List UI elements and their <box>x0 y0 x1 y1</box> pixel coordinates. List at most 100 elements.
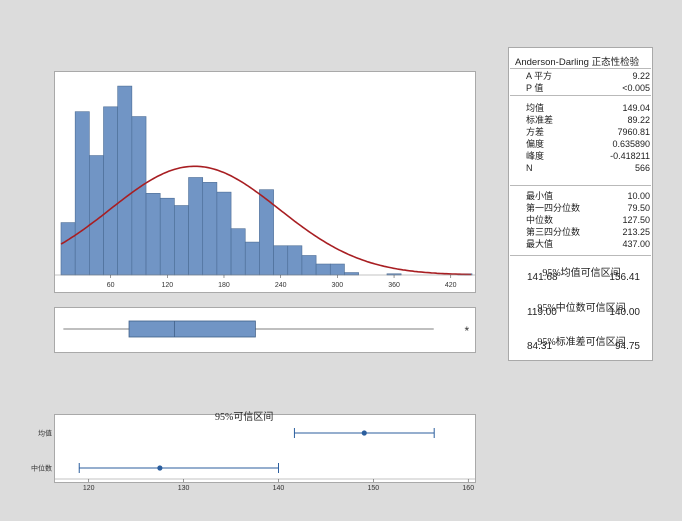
stat-label: P 值 <box>526 83 544 93</box>
stat-value: 566 <box>634 163 650 173</box>
ci-median-block: 95%中位数可信区间 119.00 140.00 <box>519 299 644 325</box>
stat-mean: 均值 149.04 <box>526 102 651 114</box>
histogram-bar <box>329 263 345 276</box>
histogram-bar <box>287 245 303 276</box>
ci-x-tick-label: 140 <box>273 485 285 492</box>
stat-skewness: 偏度 0.635890 <box>526 138 651 150</box>
ci-mean-label: 95%均值可信区间 <box>542 268 621 279</box>
stat-value: 149.04 <box>622 103 650 113</box>
x-tick-label: 240 <box>275 282 287 289</box>
ci-mean-block: 95%均值可信区间 141.68 156.41 <box>519 264 644 290</box>
histogram-bar <box>131 116 147 276</box>
stat-p-value: P 值 <0.005 <box>526 82 651 94</box>
histogram-bar <box>273 245 289 276</box>
boxplot-outlier: * <box>464 324 469 338</box>
summary-stats-panel: Anderson-Darling 正态性检验 A 平方 9.22 P 值 <0.… <box>508 47 653 361</box>
ci-x-tick-label: 130 <box>178 485 190 492</box>
ci-median-low: 119.00 <box>527 307 557 318</box>
stat-label: 方差 <box>526 127 545 137</box>
histogram-bar <box>117 85 133 276</box>
ci-sd-high: 94.75 <box>614 341 640 352</box>
histogram-panel: 60 120 180 240 300 360 420 <box>54 71 476 293</box>
stat-value: 213.25 <box>622 227 650 237</box>
histogram-bar <box>103 106 118 276</box>
ci-mean-low: 141.68 <box>527 272 558 283</box>
ci-point-estimate <box>361 430 367 436</box>
stat-label: 均值 <box>526 103 545 113</box>
histogram-bar <box>244 241 260 276</box>
stat-label: 最小值 <box>526 191 554 201</box>
ci-mean-high: 156.41 <box>609 272 640 283</box>
histogram-bar <box>315 263 331 276</box>
ci-x-tick-label: 150 <box>368 485 380 492</box>
divider <box>510 185 651 186</box>
stat-value: <0.005 <box>622 83 650 93</box>
stat-value: 0.635890 <box>612 139 650 149</box>
histogram-bar <box>60 222 76 276</box>
histogram-bar <box>145 193 161 276</box>
divider <box>510 255 651 256</box>
histogram-bar <box>159 197 175 276</box>
divider <box>510 68 651 69</box>
ci-median-high: 140.00 <box>609 307 640 318</box>
ci-row-label: 均值 <box>38 429 52 438</box>
stat-value: 7960.81 <box>617 127 650 137</box>
ci-row-label: 中位数 <box>31 464 52 473</box>
stat-q3: 第三四分位数 213.25 <box>526 226 651 238</box>
x-tick-label: 420 <box>445 282 457 289</box>
stat-label: 偏度 <box>526 139 545 149</box>
x-tick-label: 360 <box>388 282 400 289</box>
stat-label: 第一四分位数 <box>526 203 581 213</box>
normality-test-title: Anderson-Darling 正态性检验 <box>515 57 640 68</box>
divider <box>510 95 651 96</box>
stat-value: 89.22 <box>627 115 650 125</box>
boxplot-panel: * <box>54 307 476 353</box>
stat-value: 9.22 <box>632 71 650 81</box>
ci-sd-block: 95%标准差可信区间 84.31 94.75 <box>519 333 644 359</box>
stat-n: N 566 <box>526 162 651 174</box>
stat-variance: 方差 7960.81 <box>526 126 651 138</box>
stat-minimum: 最小值 10.00 <box>526 190 651 202</box>
histogram-bar <box>74 111 90 276</box>
normal-fit-curve <box>60 165 472 276</box>
stat-q1: 第一四分位数 79.50 <box>526 202 651 214</box>
x-tick-label: 180 <box>218 282 230 289</box>
stat-label: 第三四分位数 <box>526 227 581 237</box>
stat-value: 127.50 <box>622 215 650 225</box>
histogram-chart: 60 120 180 240 300 360 420 <box>55 85 475 289</box>
boxplot-box <box>128 320 256 338</box>
stat-label: 最大值 <box>526 239 554 249</box>
histogram-bar <box>344 272 359 276</box>
ci-median-label: 95%中位数可信区间 <box>537 303 626 314</box>
histogram-bar <box>188 177 204 276</box>
stat-std-dev: 标准差 89.22 <box>526 114 651 126</box>
stat-value: 437.00 <box>622 239 650 249</box>
histogram-bar <box>174 205 189 276</box>
ci-chart-title: 95%可信区间 <box>215 412 274 423</box>
stat-label: 标准差 <box>526 115 554 125</box>
ci-x-tick-label: 160 <box>462 485 474 492</box>
stat-label: A 平方 <box>526 71 553 81</box>
stat-value: -0.418211 <box>610 151 650 161</box>
ci-sd-label: 95%标准差可信区间 <box>537 337 626 348</box>
stat-label: N <box>526 163 533 173</box>
confidence-interval-panel: 95%可信区间 均值中位数 120 130 140 150 160 <box>31 412 476 492</box>
ci-point-estimate <box>157 465 163 471</box>
x-tick-label: 60 <box>107 282 115 289</box>
ci-sd-low: 84.31 <box>527 341 553 352</box>
stat-label: 峰度 <box>526 151 545 161</box>
stat-label: 中位数 <box>526 215 554 225</box>
stat-value: 79.50 <box>627 203 650 213</box>
stat-kurtosis: 峰度 -0.418211 <box>526 150 651 162</box>
stat-maximum: 最大值 437.00 <box>526 238 651 250</box>
x-tick-label: 300 <box>332 282 344 289</box>
histogram-bar <box>216 191 232 276</box>
boxplot-chart: * <box>63 320 469 338</box>
histogram-bar <box>202 182 218 276</box>
stat-a-squared: A 平方 9.22 <box>526 70 651 82</box>
x-tick-label: 120 <box>161 282 173 289</box>
ci-x-tick-label: 120 <box>83 485 95 492</box>
stat-value: 10.00 <box>627 191 650 201</box>
histogram-bar <box>301 255 317 276</box>
